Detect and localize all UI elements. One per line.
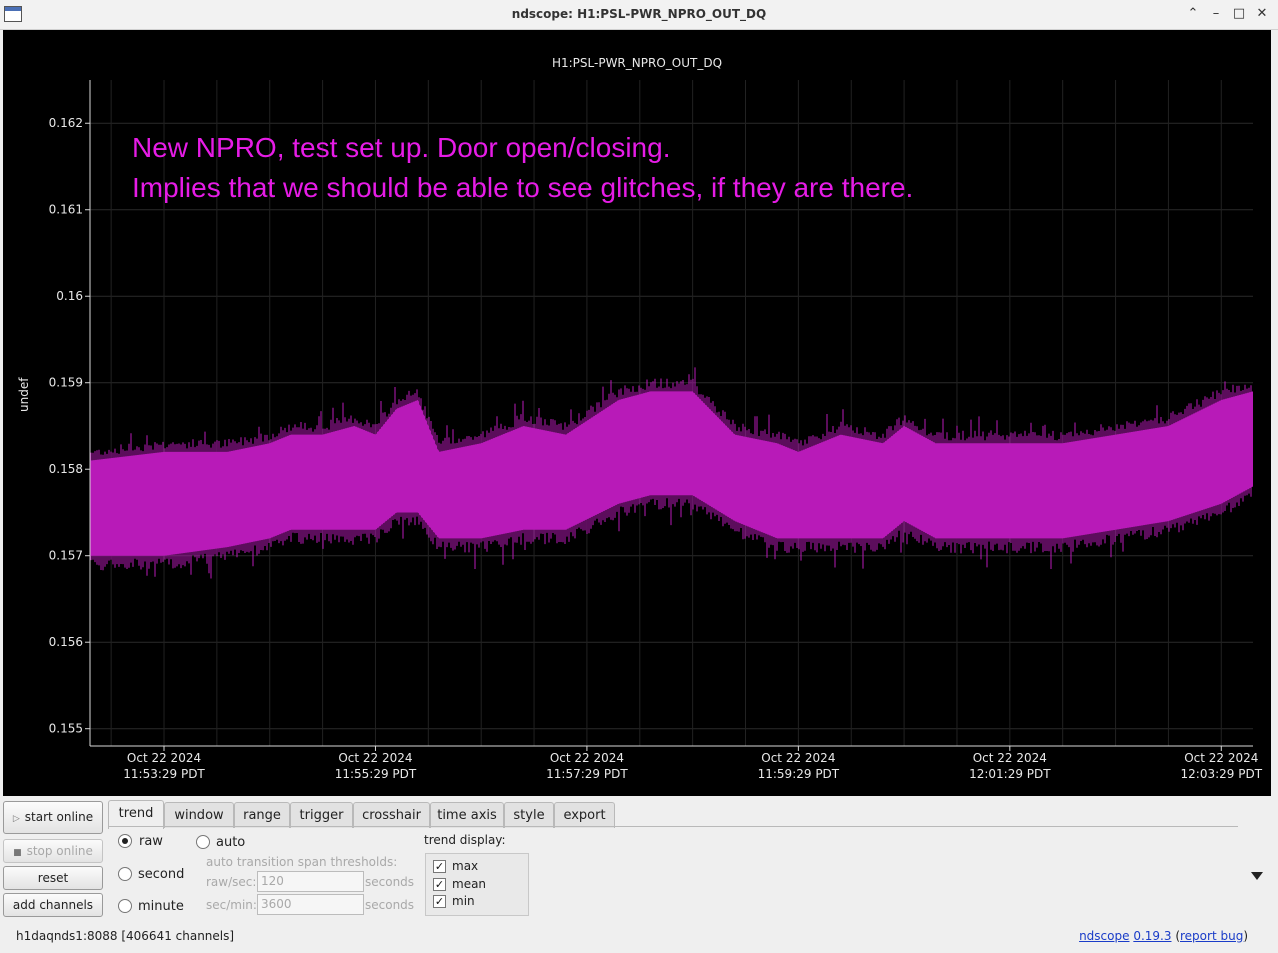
trace-noise [90,367,1252,579]
tab-range[interactable]: range [234,802,290,828]
raw-radio[interactable] [118,834,132,848]
sec-min-label: sec/min: [206,898,257,912]
second-label: second [138,867,185,882]
trend-display-label: trend display: [424,833,506,847]
trend-display-group: ✓ max ✓ mean ✓ min [425,853,529,916]
raw-sec-label: raw/sec: [206,875,257,889]
max-label: max [452,859,479,873]
y-tick-label: 0.157 [49,549,83,563]
title-bar: ndscope: H1:PSL-PWR_NPRO_OUT_DQ ⌃ – □ ✕ [0,0,1278,30]
thresholds-label: auto transition span thresholds: [206,855,398,869]
y-tick-label: 0.16 [56,289,83,303]
minute-radio[interactable] [118,899,132,913]
raw-label: raw [139,834,163,849]
open-paren: ( [1171,929,1180,943]
play-icon: ▷ [12,814,20,824]
app-window-icon [4,6,22,22]
annotation-line-2: Implies that we should be able to see gl… [132,172,914,203]
sec-min-field[interactable]: 3600 [257,894,364,915]
tab-trigger[interactable]: trigger [290,802,353,828]
x-tick-label-time: 11:55:29 PDT [335,767,417,781]
y-axis-label: undef [17,377,31,412]
x-tick-label-date: Oct 22 2024 [338,751,412,765]
y-tick-label: 0.161 [49,203,83,217]
tab-trend[interactable]: trend [108,800,164,829]
y-tick-label: 0.158 [49,462,83,476]
reset-button[interactable]: reset [3,866,103,890]
x-tick-label-time: 12:01:29 PDT [969,767,1051,781]
trace-envelope [90,391,1253,556]
close-paren: ) [1243,929,1248,943]
report-bug-link[interactable]: report bug [1180,929,1244,943]
min-label: min [452,894,475,908]
stop-icon: ■ [13,848,22,858]
tab-window[interactable]: window [164,802,234,828]
x-tick-label-time: 11:59:29 PDT [758,767,840,781]
max-checkbox[interactable]: ✓ [433,860,446,873]
add-channels-button[interactable]: add channels [3,893,103,917]
x-tick-label-time: 12:03:29 PDT [1181,767,1263,781]
control-panel: ▷ start online ■ stop online reset add cha… [0,796,1278,953]
ndscope-link[interactable]: ndscope [1079,929,1130,943]
raw-sec-field[interactable]: 120 [257,871,364,892]
auto-label: auto [216,835,246,850]
chevron-up-icon[interactable]: ⌃ [1187,6,1199,21]
x-tick-label-date: Oct 22 2024 [1184,751,1258,765]
x-tick-label-date: Oct 22 2024 [127,751,201,765]
y-tick-label: 0.156 [49,635,83,649]
window-title: ndscope: H1:PSL-PWR_NPRO_OUT_DQ [511,7,767,21]
x-tick-label-date: Oct 22 2024 [761,751,835,765]
auto-radio[interactable] [196,835,210,849]
expand-arrow-icon[interactable] [1251,872,1263,880]
tab-divider [108,826,1238,827]
minimize-icon[interactable]: – [1212,6,1220,21]
mean-label: mean [452,877,487,891]
maximize-icon[interactable]: □ [1232,6,1246,21]
version-link[interactable]: 0.19.3 [1133,929,1172,943]
server-status: h1daqnds1:8088 [406641 channels] [16,929,235,943]
stop-online-label: stop online [26,844,93,858]
y-tick-label: 0.155 [49,722,83,736]
y-tick-label: 0.162 [49,116,83,130]
start-online-button[interactable]: ▷ start online [3,801,103,834]
x-tick-label-date: Oct 22 2024 [973,751,1047,765]
annotation-line-1: New NPRO, test set up. Door open/closing… [132,132,671,163]
tab-crosshair[interactable]: crosshair [353,802,430,828]
tab-time-axis[interactable]: time axis [430,802,504,828]
tab-export[interactable]: export [554,802,615,828]
version-info: ndscope 0.19.3 (report bug) [1079,929,1248,943]
start-online-label: start online [24,810,94,824]
plot-canvas[interactable]: 0.1550.1560.1570.1580.1590.160.1610.162 … [3,30,1271,796]
x-tick-label-date: Oct 22 2024 [550,751,624,765]
stop-online-button[interactable]: ■ stop online [3,839,103,863]
min-checkbox[interactable]: ✓ [433,895,446,908]
second-radio[interactable] [118,867,132,881]
raw-sec-unit: seconds [365,875,415,889]
close-icon[interactable]: ✕ [1256,6,1268,21]
minute-label: minute [138,899,184,914]
mean-checkbox[interactable]: ✓ [433,878,446,891]
x-tick-label-time: 11:57:29 PDT [546,767,628,781]
tab-style[interactable]: style [504,802,554,828]
sec-min-unit: seconds [365,898,415,912]
y-tick-label: 0.159 [49,376,83,390]
plot-area[interactable]: 0.155 0.156 0.157 0.158 0.159 0.16 0.161 0.162 … [3,30,1271,796]
plot-title: H1:PSL-PWR_NPRO_OUT_DQ [551,56,723,70]
x-tick-label-time: 11:53:29 PDT [123,767,205,781]
